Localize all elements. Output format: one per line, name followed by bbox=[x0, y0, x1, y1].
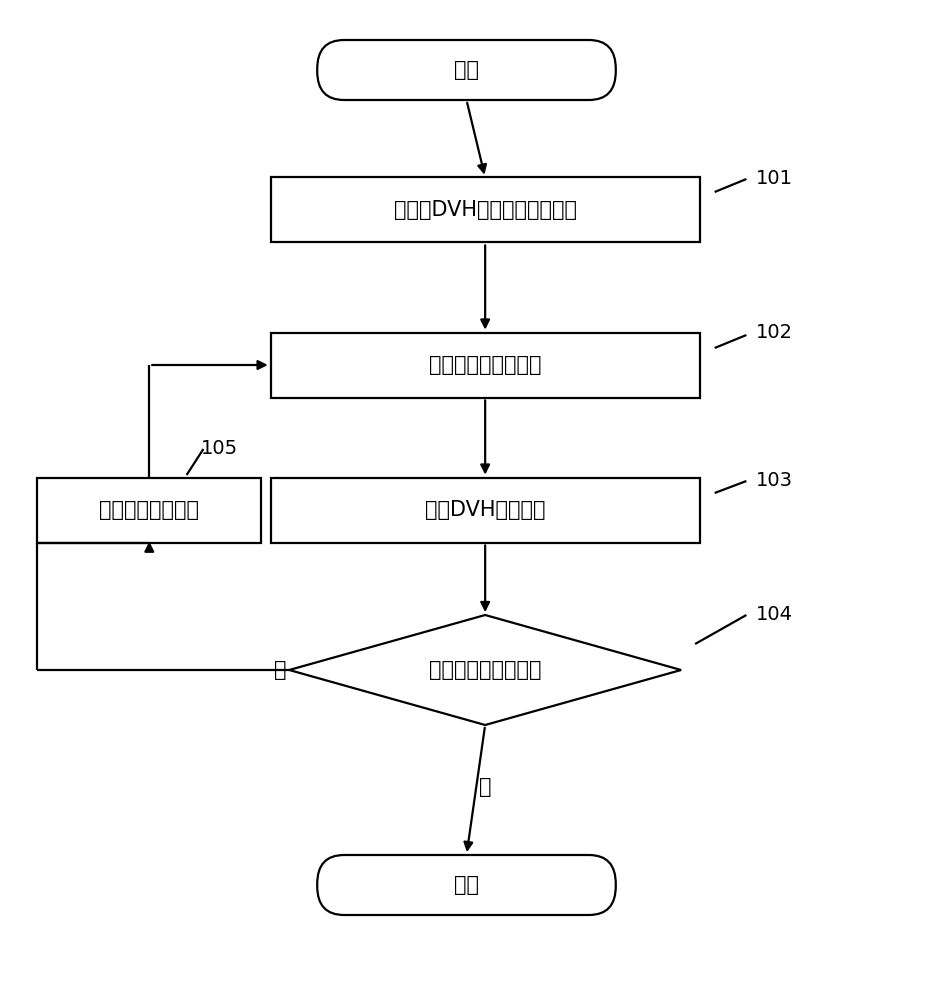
Polygon shape bbox=[289, 615, 681, 725]
Text: 求解注量图优化问题: 求解注量图优化问题 bbox=[429, 355, 541, 375]
Text: 开始: 开始 bbox=[454, 60, 479, 80]
FancyBboxPatch shape bbox=[317, 40, 616, 100]
Text: 是否进行权重调整？: 是否进行权重调整？ bbox=[429, 660, 541, 680]
Text: 101: 101 bbox=[756, 168, 793, 188]
Bar bbox=[37, 478, 261, 542]
Bar bbox=[271, 478, 700, 542]
Bar bbox=[271, 178, 700, 242]
Text: 获得DVH评价指标: 获得DVH评价指标 bbox=[425, 500, 546, 520]
Text: 105: 105 bbox=[201, 438, 238, 458]
FancyBboxPatch shape bbox=[317, 855, 616, 915]
Bar bbox=[271, 332, 700, 397]
Text: 结束: 结束 bbox=[454, 875, 479, 895]
Text: 102: 102 bbox=[756, 324, 793, 342]
Text: 权重系数权重调整: 权重系数权重调整 bbox=[99, 500, 200, 520]
Text: 是: 是 bbox=[273, 660, 286, 680]
Text: 103: 103 bbox=[756, 471, 793, 489]
Text: 104: 104 bbox=[756, 604, 793, 624]
Text: 将参考DVH曲线设为优化目标: 将参考DVH曲线设为优化目标 bbox=[394, 200, 577, 220]
Text: 否: 否 bbox=[479, 777, 492, 797]
